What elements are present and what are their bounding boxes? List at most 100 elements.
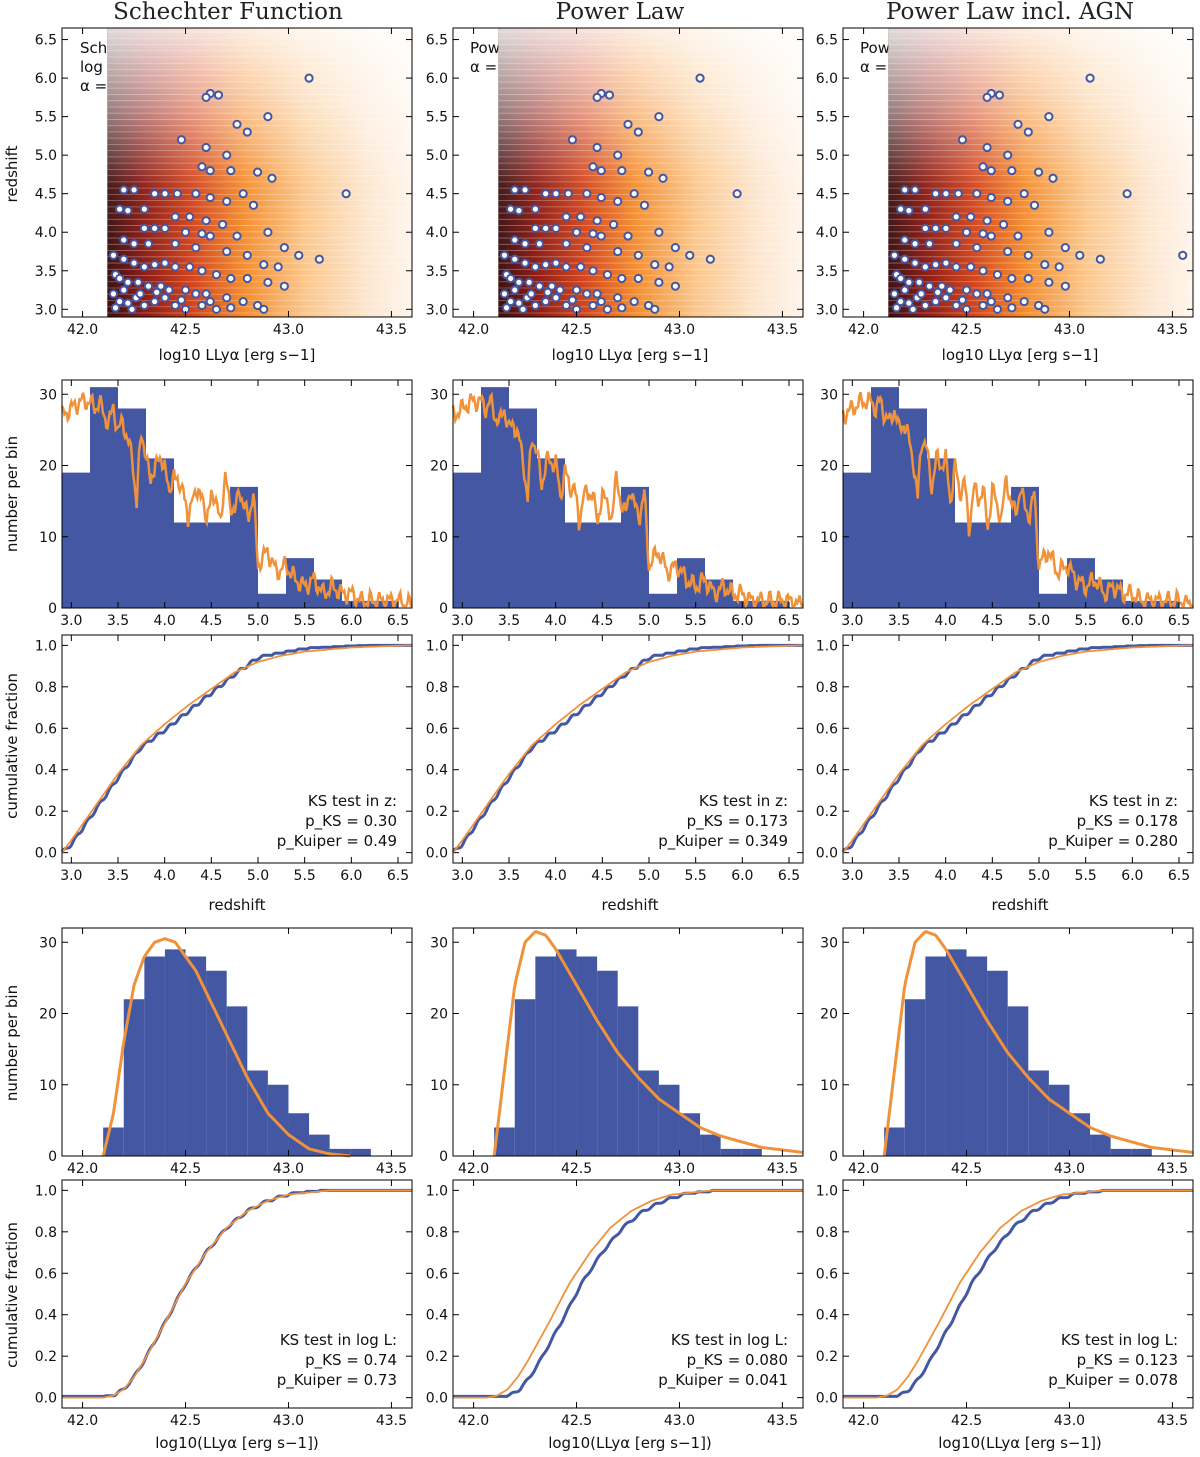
- axes-frame-r4-c2: [452, 927, 804, 1157]
- histogram-bar: [1110, 1148, 1132, 1156]
- data-point: [961, 227, 972, 237]
- xlabel-logL-row1-col2: log10 LLyα [erg s−1]: [552, 346, 709, 364]
- data-point: [534, 281, 545, 291]
- ytick-label: 0.6: [426, 721, 448, 737]
- data-point: [115, 204, 125, 214]
- histogram-bar: [555, 949, 577, 1156]
- ytick-label: 5.5: [426, 110, 448, 126]
- ytick-label: 6.0: [35, 71, 57, 87]
- data-point: [931, 259, 941, 270]
- xtick-label: 6.5: [1168, 613, 1190, 629]
- data-point: [931, 189, 941, 199]
- xtick-label: 3.5: [107, 613, 129, 629]
- data-point: [1023, 127, 1033, 137]
- ks-L-heading-col3: KS test in log L:: [1061, 1331, 1178, 1349]
- xtick-label: 6.5: [778, 868, 800, 884]
- data-point: [978, 229, 988, 239]
- data-point: [617, 303, 627, 313]
- xtick-label: 6.0: [340, 868, 362, 884]
- xtick-label: 4.0: [935, 868, 957, 884]
- data-point: [561, 212, 571, 222]
- data-point: [1044, 227, 1054, 237]
- data-point: [972, 243, 982, 253]
- column-title-power-law-agn: Power Law incl. AGN: [886, 0, 1134, 25]
- ks-z-heading-col3: KS test in z:: [1089, 792, 1178, 810]
- ytick-label: 0: [829, 601, 838, 617]
- xtick-label: 43.5: [376, 1413, 407, 1429]
- model-curve: [882, 930, 1194, 1157]
- ks-z-pkuiper-col1: p_Kuiper = 0.49: [277, 832, 397, 851]
- xtick-label: 6.5: [778, 613, 800, 629]
- data-point: [998, 219, 1009, 230]
- histogram-bar: [1131, 1148, 1152, 1156]
- axes-frame-r2-c2: [452, 379, 804, 609]
- ytick-label: 0.8: [426, 680, 448, 696]
- histogram-bar: [174, 522, 202, 608]
- data-point: [514, 206, 524, 216]
- ytick-label: 0.0: [426, 1391, 448, 1407]
- data-point: [623, 231, 633, 241]
- ytick-label: 30: [39, 935, 57, 951]
- xtick-label: 42.0: [67, 322, 98, 338]
- ytick-label: 1.0: [35, 1183, 57, 1199]
- xtick-label: 42.5: [561, 1161, 592, 1177]
- data-point: [108, 250, 119, 260]
- xtick-label: 4.0: [154, 868, 176, 884]
- data-point: [900, 235, 910, 245]
- data-point: [982, 142, 992, 153]
- data-point: [685, 250, 695, 260]
- xtick-label: 43.0: [664, 1413, 695, 1429]
- data-point: [588, 162, 598, 172]
- data-point: [160, 258, 170, 268]
- data-point: [119, 235, 129, 245]
- histogram-bar: [720, 1148, 742, 1156]
- data-point: [279, 281, 289, 291]
- ks-L-pks-col3: p_KS = 0.123: [1077, 1351, 1178, 1370]
- data-point: [953, 189, 963, 199]
- data-point: [242, 127, 252, 137]
- data-point: [1007, 303, 1017, 313]
- data-point: [582, 289, 592, 299]
- xtick-label: 43.0: [1054, 322, 1085, 338]
- data-point: [664, 262, 674, 272]
- data-point: [650, 259, 660, 270]
- data-point: [945, 285, 955, 295]
- ytick-label: 0.0: [816, 846, 838, 862]
- xtick-label: 4.0: [545, 868, 567, 884]
- ytick-label: 5.0: [35, 148, 57, 164]
- data-point: [119, 185, 129, 195]
- data-point: [966, 212, 976, 222]
- data-point: [670, 243, 680, 253]
- xtick-label: 5.5: [294, 868, 316, 884]
- data-point: [520, 185, 530, 195]
- data-point: [176, 135, 187, 145]
- ks-L-pkuiper-col2: p_Kuiper = 0.041: [658, 1371, 788, 1390]
- data-point: [520, 258, 530, 268]
- data-point: [123, 277, 133, 287]
- ytick-label: 4.0: [426, 225, 448, 241]
- data-point: [514, 298, 524, 308]
- data-point: [127, 304, 137, 314]
- data-point: [596, 192, 606, 203]
- ytick-label: 30: [430, 387, 448, 403]
- xtick-label: 3.5: [498, 868, 520, 884]
- data-point: [576, 262, 586, 272]
- xtick-label: 5.5: [1075, 613, 1097, 629]
- data-point: [263, 227, 273, 237]
- xtick-label: 6.0: [340, 613, 362, 629]
- ytick-label: 0.4: [35, 763, 57, 779]
- data-point: [1075, 250, 1085, 260]
- ytick-label: 0.4: [426, 1308, 448, 1324]
- data-point: [1007, 165, 1017, 176]
- xtick-label: 6.0: [731, 868, 753, 884]
- data-point: [1040, 259, 1050, 270]
- model-cdf: [452, 644, 803, 854]
- ytick-label: 20: [39, 459, 57, 475]
- data-point: [633, 127, 643, 137]
- data-point: [908, 304, 918, 314]
- ytick-label: 0.0: [35, 1391, 57, 1407]
- axes-frame-r3-c2: [452, 634, 804, 864]
- xtick-label: 6.0: [731, 613, 753, 629]
- histogram-bar: [247, 1070, 268, 1156]
- data-point: [150, 296, 160, 307]
